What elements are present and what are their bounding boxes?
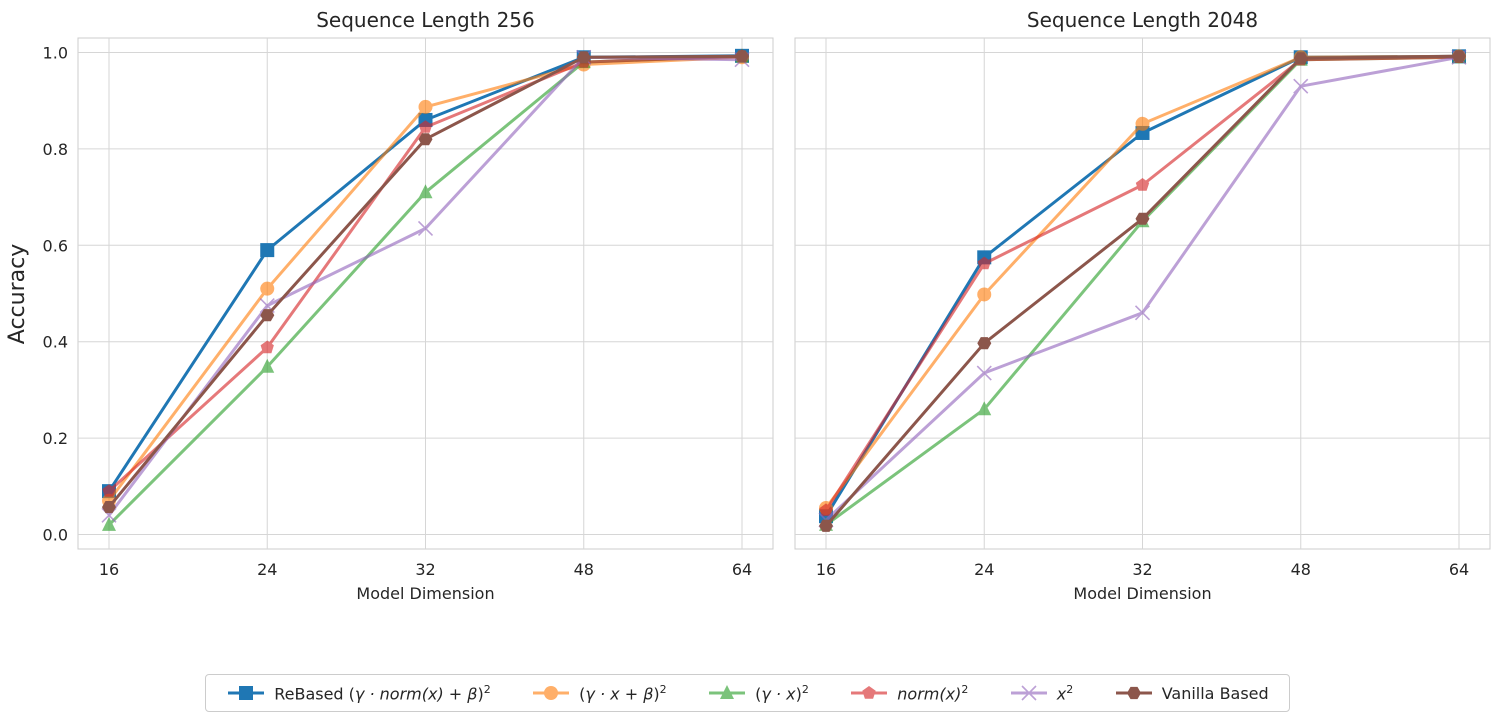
data-point bbox=[1134, 305, 1151, 321]
legend-text-sup: 2 bbox=[659, 682, 667, 696]
y-axis-label: Accuracy bbox=[5, 244, 30, 344]
legend-text-suffix: ) bbox=[477, 684, 484, 704]
legend-item-square: x2 bbox=[1009, 683, 1073, 703]
legend-text-sup: 2 bbox=[483, 682, 491, 696]
x-axis-label: Model Dimension bbox=[356, 584, 494, 603]
data-point bbox=[260, 358, 275, 373]
data-point bbox=[260, 243, 275, 258]
data-point bbox=[418, 184, 433, 199]
legend-swatch-square bbox=[228, 685, 265, 700]
data-point bbox=[1293, 52, 1308, 65]
legend-text-sup: 2 bbox=[801, 682, 809, 696]
legend-text-prefix: ( bbox=[755, 684, 762, 704]
legend-marker bbox=[720, 684, 735, 699]
legend-label: x2 bbox=[1057, 683, 1073, 703]
data-point bbox=[576, 51, 591, 64]
legend-text-suffix: ) bbox=[795, 684, 802, 704]
legend: ReBased (γ · norm(x) + β)2 (γ · x + β)2 (γ… bbox=[205, 674, 1290, 712]
chart-panel-seq-2048: 16 24 32 48 64 Sequence Length 2048 Model Dime… bbox=[794, 8, 1491, 603]
data-point bbox=[260, 281, 275, 296]
y-tick-label: 0.6 bbox=[43, 236, 68, 255]
data-point bbox=[1135, 116, 1150, 131]
series-hexagon bbox=[102, 50, 749, 514]
legend-item-rebased: ReBased (γ · norm(x) + β)2 bbox=[226, 683, 491, 703]
x-tick-label: 24 bbox=[257, 560, 277, 579]
legend-label: (γ · x + β)2 bbox=[579, 683, 666, 703]
chart-title: Sequence Length 256 bbox=[316, 8, 535, 32]
data-point bbox=[977, 287, 992, 302]
x-tick-label: 64 bbox=[732, 560, 752, 579]
data-point bbox=[418, 120, 433, 133]
legend-text-suffix: ) bbox=[653, 684, 660, 704]
data-point bbox=[418, 99, 433, 114]
y-tick-label: 0.2 bbox=[43, 429, 68, 448]
x-tick-label: 32 bbox=[1132, 560, 1152, 579]
legend-item-vanilla: Vanilla Based bbox=[1114, 683, 1269, 703]
chart-title: Sequence Length 2048 bbox=[1027, 8, 1258, 32]
legend-swatch-hexagon bbox=[1115, 686, 1152, 700]
legend-marker bbox=[1126, 686, 1141, 700]
data-point bbox=[819, 519, 833, 532]
legend-text-sym: γ · norm(x) + β bbox=[354, 684, 478, 704]
data-point bbox=[977, 401, 992, 416]
data-point bbox=[1452, 50, 1466, 63]
legend-marker bbox=[862, 685, 876, 699]
legend-label: Vanilla Based bbox=[1162, 684, 1269, 703]
y-tick-label: 1.0 bbox=[43, 43, 68, 62]
legend-marker bbox=[1021, 685, 1037, 701]
data-point bbox=[735, 50, 749, 63]
legend-swatch-circle bbox=[533, 685, 570, 700]
data-point bbox=[819, 503, 833, 517]
x-tick-label: 24 bbox=[974, 560, 994, 579]
legend-text-sym: γ · x + β bbox=[585, 684, 654, 704]
x-tick-label: 32 bbox=[415, 560, 435, 579]
data-point bbox=[260, 340, 274, 354]
legend-label: (γ · x)2 bbox=[755, 683, 809, 703]
legend-text-sup: 2 bbox=[1066, 682, 1074, 696]
legend-item-affine: (γ · x + β)2 bbox=[531, 683, 667, 703]
data-point bbox=[1293, 78, 1309, 94]
x-tick-label: 16 bbox=[816, 560, 836, 579]
series-hexagon bbox=[819, 50, 1466, 532]
legend-text-prefix: ( bbox=[579, 684, 586, 704]
y-tick-label: 0.4 bbox=[43, 333, 68, 352]
y-tick-label: 0.0 bbox=[43, 526, 68, 545]
legend-label: norm(x)2 bbox=[897, 683, 968, 703]
data-point bbox=[977, 256, 991, 270]
x-tick-label: 64 bbox=[1449, 560, 1469, 579]
x-tick-label: 48 bbox=[1291, 560, 1311, 579]
legend-marker bbox=[239, 685, 254, 700]
data-point bbox=[1135, 212, 1150, 225]
legend-text-sym: γ · x bbox=[761, 684, 796, 704]
y-tick-label: 0.8 bbox=[43, 140, 68, 159]
legend-item-scale: (γ · x)2 bbox=[707, 683, 809, 703]
data-point bbox=[417, 220, 434, 236]
legend-marker bbox=[544, 685, 559, 700]
legend-text-sym: x bbox=[1056, 684, 1067, 704]
legend-text-prefix: ReBased ( bbox=[274, 684, 355, 704]
legend-text-sup: 2 bbox=[961, 682, 969, 696]
x-tick-label: 48 bbox=[574, 560, 594, 579]
data-point bbox=[102, 516, 116, 531]
legend-swatch-triangle bbox=[709, 684, 746, 699]
legend-text-prefix: Vanilla Based bbox=[1161, 683, 1269, 703]
data-point bbox=[976, 365, 992, 381]
legend-text-sym: norm(x) bbox=[897, 684, 962, 704]
data-point bbox=[260, 309, 275, 322]
data-point bbox=[418, 133, 433, 146]
data-point bbox=[102, 484, 116, 497]
legend-label: ReBased (γ · norm(x) + β)2 bbox=[274, 683, 491, 703]
chart-panel-seq-256: 0.0 0.2 0.4 0.6 0.8 1.0 16 24 32 48 64 Sequence Len… bbox=[43, 8, 774, 603]
data-point bbox=[1135, 178, 1150, 191]
legend-swatch-pentagon bbox=[851, 685, 888, 699]
data-point bbox=[977, 337, 992, 350]
data-point bbox=[102, 501, 116, 514]
legend-item-norm: norm(x)2 bbox=[849, 683, 968, 703]
x-axis-label: Model Dimension bbox=[1073, 584, 1211, 603]
x-tick-label: 16 bbox=[99, 560, 119, 579]
legend-swatch-x bbox=[1010, 685, 1047, 701]
